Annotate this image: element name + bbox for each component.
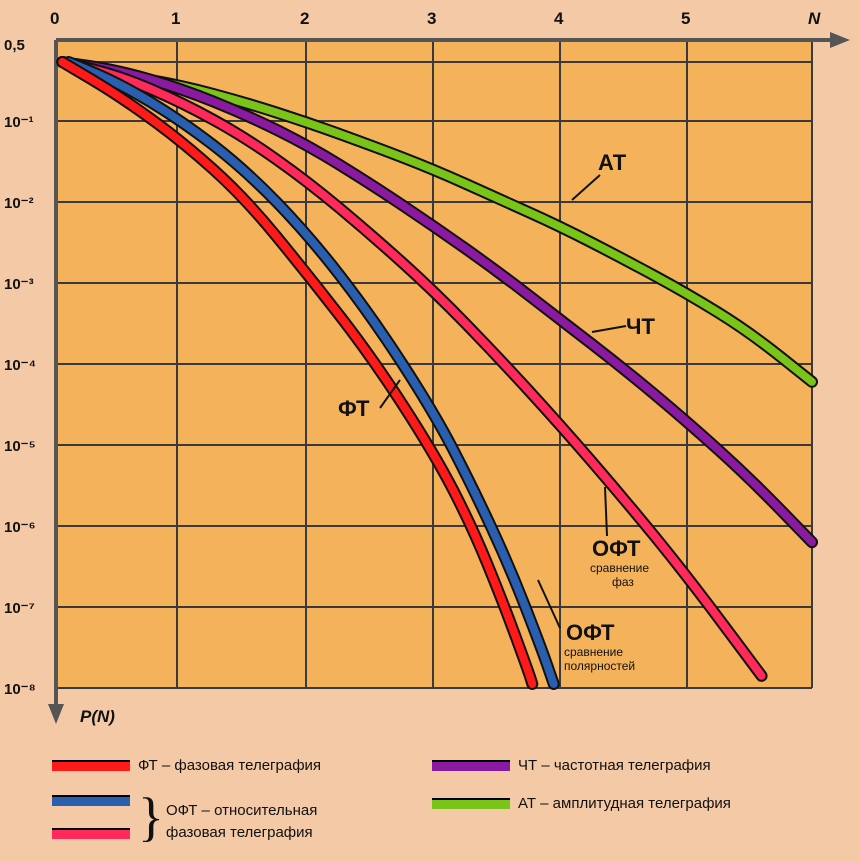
- x-axis-arrow: [830, 32, 850, 48]
- annotation-label-ft: ФТ: [338, 396, 370, 421]
- annotation-leader: [604, 486, 608, 537]
- y-tick-label: 10⁻¹: [4, 114, 34, 131]
- annotation-sub-oft_polarity: сравнение: [564, 645, 623, 659]
- y-axis-arrow: [48, 704, 64, 724]
- series-lines: [56, 56, 818, 690]
- legend-item-oft-phase: [52, 828, 130, 839]
- annotation-leader: [379, 379, 401, 409]
- legend-brace: }: [138, 787, 164, 847]
- annotation-label-oft_polarity: ОФТ: [566, 620, 615, 645]
- x-tick-label: N: [808, 9, 821, 28]
- legend: ФТ – фазовая телеграфия ЧТ – частотная т…: [0, 740, 860, 860]
- legend-label-ct: ЧТ – частотная телеграфия: [518, 757, 711, 774]
- legend-label-ft: ФТ – фазовая телеграфия: [138, 757, 322, 774]
- x-tick-label: 2: [300, 9, 309, 28]
- x-tick-label: 3: [427, 9, 436, 28]
- y-tick-label: 10⁻⁴: [4, 357, 36, 374]
- legend-item-ft: ФТ – фазовая телеграфия: [52, 757, 321, 774]
- tick-labels: 0 1 2 3 4 5 N 0,5 10⁻¹ 10⁻² 10⁻³ 10⁻⁴ 10⁻⁵ 10⁻⁶ 10⁻⁷ 10…: [4, 9, 821, 726]
- annotation-leader: [591, 325, 627, 333]
- axes: [48, 32, 850, 724]
- y-tick-label: 10⁻⁵: [4, 438, 36, 455]
- annotation-leader: [537, 579, 561, 629]
- legend-item-ct: ЧТ – частотная телеграфия: [432, 757, 711, 774]
- y-tick-label: 10⁻⁶: [4, 519, 36, 536]
- annotation-sub-oft_polarity: полярностей: [564, 659, 635, 673]
- y-tick-label: 10⁻³: [4, 276, 34, 293]
- y-tick-label: 10⁻⁷: [4, 600, 35, 617]
- legend-swatch-ct: [432, 760, 510, 771]
- annotation-label-at: АТ: [598, 150, 627, 175]
- legend-swatch-ft: [52, 760, 130, 771]
- legend-swatch-oft-phase: [52, 828, 130, 839]
- legend-item-at: АТ – амплитудная телеграфия: [432, 795, 731, 812]
- y-tick-label: 10⁻⁸: [4, 681, 36, 698]
- annotations: АТЧТФТОФТсравнениефазОФТсравнениеполярно…: [338, 150, 655, 673]
- annotation-leader: [571, 174, 601, 201]
- annotation-label-ct: ЧТ: [626, 314, 655, 339]
- chart: 0 1 2 3 4 5 N 0,5 10⁻¹ 10⁻² 10⁻³ 10⁻⁴ 10⁻⁵ 10⁻⁶ 10⁻⁷ 10…: [4, 9, 850, 726]
- y-tick-label: 0,5: [4, 37, 25, 54]
- legend-label-oft-line1: ОФТ – относительная: [166, 802, 318, 819]
- x-tick-label: 4: [554, 9, 564, 28]
- legend-item-oft-polarity: [52, 795, 130, 806]
- annotation-sub-oft_phase: фаз: [612, 575, 634, 589]
- legend-label-at: АТ – амплитудная телеграфия: [518, 795, 731, 812]
- legend-label-oft-line2: фазовая телеграфия: [166, 824, 313, 841]
- legend-swatch-oft-polarity: [52, 795, 130, 806]
- series-line-oft_polarity: [64, 58, 558, 688]
- x-tick-label: 0: [50, 9, 59, 28]
- x-tick-label: 5: [681, 9, 690, 28]
- y-tick-label: 10⁻²: [4, 195, 34, 212]
- annotation-sub-oft_phase: сравнение: [590, 561, 649, 575]
- x-tick-label: 1: [171, 9, 180, 28]
- annotation-label-oft_phase: ОФТ: [592, 536, 641, 561]
- y-axis-label: P(N): [80, 707, 115, 726]
- series-line-ft: [58, 58, 537, 688]
- legend-swatch-at: [432, 798, 510, 809]
- series-line-ct: [58, 58, 816, 547]
- series-line-oft_phase: [58, 58, 766, 680]
